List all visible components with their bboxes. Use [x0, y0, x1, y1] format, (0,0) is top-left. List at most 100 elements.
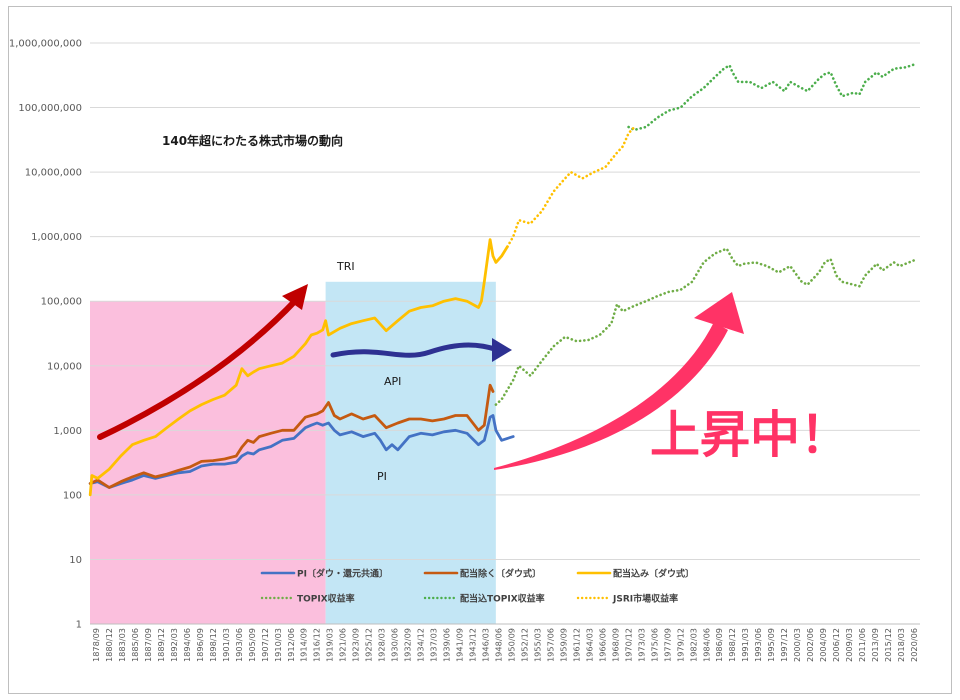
x-tick-label: 1982/03 — [688, 628, 698, 662]
x-tick-label: 1973/03 — [636, 628, 646, 662]
series-line-2 — [88, 383, 495, 489]
x-tick-label: 1894/06 — [182, 628, 192, 662]
x-tick-label: 1932/09 — [403, 628, 413, 662]
x-tick-label: 2013/09 — [870, 628, 880, 662]
x-tick-label: 1979/12 — [675, 628, 685, 662]
x-tick-label: 1887/09 — [143, 628, 153, 662]
x-tick-label: 1889/12 — [156, 628, 166, 662]
rising-arrow-red-head — [282, 284, 308, 310]
series-line-6 — [506, 125, 636, 248]
x-tick-label: 1880/12 — [104, 628, 114, 662]
x-tick-label: 2004/09 — [818, 628, 828, 662]
y-tick-label: 10,000 — [47, 361, 82, 372]
x-tick-label: 2009/03 — [844, 628, 854, 662]
x-tick-label: 1912/06 — [286, 628, 296, 662]
x-tick-label: 2020/06 — [909, 628, 919, 662]
x-tick-label: 1991/03 — [740, 628, 750, 662]
x-tick-label: 1939/06 — [442, 628, 452, 662]
rising-arrow-pink-head — [694, 292, 744, 334]
x-tick-label: 2006/12 — [831, 628, 841, 662]
x-tick-label: 1930/06 — [390, 628, 400, 662]
x-tick-label: 1925/12 — [364, 628, 374, 662]
x-tick-label: 1952/12 — [519, 628, 529, 662]
x-tick-label: 1910/03 — [273, 628, 283, 662]
x-tick-label: 1970/12 — [623, 628, 633, 662]
x-tick-label: 1984/06 — [701, 628, 711, 662]
x-tick-label: 1934/12 — [416, 628, 426, 662]
y-tick-label: 10,000,000 — [25, 168, 82, 179]
legend-label: 配当込み〔ダウ式〕 — [613, 568, 694, 580]
series-line-5 — [627, 62, 919, 132]
x-tick-label: 1916/12 — [312, 628, 322, 662]
x-tick-label: 1995/09 — [766, 628, 776, 662]
series-line-4 — [494, 247, 919, 406]
x-tick-label: 1941/09 — [455, 628, 465, 662]
legend-label: TOPIX収益率 — [297, 593, 355, 605]
y-tick-label: 1,000 — [53, 426, 82, 437]
legend-label: 配当除く〔ダウ式〕 — [460, 568, 541, 580]
y-tick-label: 100 — [63, 490, 82, 501]
x-tick-label: 1986/09 — [714, 628, 724, 662]
chart-title: 140年超にわたる株式市場の動向 — [162, 133, 343, 148]
legend-label: JSRI市場収益率 — [612, 593, 678, 605]
x-tick-label: 2002/06 — [805, 628, 815, 662]
y-tick-label: 1,000,000,000 — [9, 39, 82, 50]
legend-label: 配当込TOPIX収益率 — [460, 593, 545, 605]
x-tick-label: 1961/12 — [571, 628, 581, 662]
legend-label: PI〔ダウ・還元共通〕 — [297, 568, 388, 580]
x-tick-label: 1946/03 — [481, 628, 491, 662]
x-tick-label: 1997/12 — [779, 628, 789, 662]
y-tick-label: 1,000,000 — [31, 232, 82, 243]
legend: PI〔ダウ・還元共通〕 配当除く〔ダウ式〕 配当込み〔ダウ式〕 TOPIX収益率 配当込… — [260, 568, 694, 605]
x-tick-label: 2018/03 — [896, 628, 906, 662]
series-line-1 — [88, 414, 515, 489]
x-tick-label: 1885/06 — [130, 628, 140, 662]
y-tick-label: 100,000 — [41, 297, 82, 308]
tri-label: TRI — [336, 260, 355, 273]
x-tick-label: 1883/03 — [117, 628, 127, 662]
x-tick-label: 1957/06 — [545, 628, 555, 662]
x-tick-label: 1966/06 — [597, 628, 607, 662]
x-tick-label: 1959/09 — [558, 628, 568, 662]
pi-label: PI — [377, 470, 387, 483]
x-tick-label: 1968/09 — [610, 628, 620, 662]
x-tick-label: 2000/03 — [792, 628, 802, 662]
x-tick-label: 1975/06 — [649, 628, 659, 662]
x-tick-label: 1928/03 — [377, 628, 387, 662]
x-tick-label: 1901/03 — [221, 628, 231, 662]
x-tick-label: 2011/06 — [857, 628, 867, 662]
shaded-period-1 — [90, 301, 326, 624]
x-tick-label: 1950/09 — [506, 628, 516, 662]
x-tick-label: 1955/03 — [532, 628, 542, 662]
x-tick-label: 1921/06 — [338, 628, 348, 662]
y-tick-label: 1 — [76, 620, 82, 631]
x-tick-label: 1898/12 — [208, 628, 218, 662]
y-tick-label: 100,000,000 — [18, 103, 82, 114]
api-label: API — [384, 375, 401, 388]
x-tick-label: 1903/06 — [234, 628, 244, 662]
x-tick-label: 1896/09 — [195, 628, 205, 662]
x-tick-label: 1878/09 — [91, 628, 101, 662]
x-tick-label: 2015/12 — [883, 628, 893, 662]
x-tick-label: 1905/09 — [247, 628, 257, 662]
x-tick-label: 1943/12 — [468, 628, 478, 662]
x-tick-label: 1914/09 — [299, 628, 309, 662]
x-tick-label: 1977/09 — [662, 628, 672, 662]
x-tick-label: 1964/03 — [584, 628, 594, 662]
series-line-3 — [88, 238, 509, 497]
rising-arrow-red — [97, 297, 299, 440]
x-tick-label: 1993/06 — [753, 628, 763, 662]
rising-label: 上昇中！ — [650, 406, 850, 464]
flat-arrow-blue — [330, 342, 501, 358]
x-tick-label: 1988/12 — [727, 628, 737, 662]
x-tick-label: 1948/06 — [494, 628, 504, 662]
x-tick-label: 1892/03 — [169, 628, 179, 662]
x-tick-label: 1937/03 — [429, 628, 439, 662]
x-tick-label: 1907/12 — [260, 628, 270, 662]
x-tick-label: 1923/09 — [351, 628, 361, 662]
flat-arrow-blue-head — [492, 338, 512, 362]
y-tick-label: 10 — [69, 555, 82, 566]
shaded-period-2 — [325, 281, 496, 624]
x-tick-label: 1919/03 — [325, 628, 335, 662]
